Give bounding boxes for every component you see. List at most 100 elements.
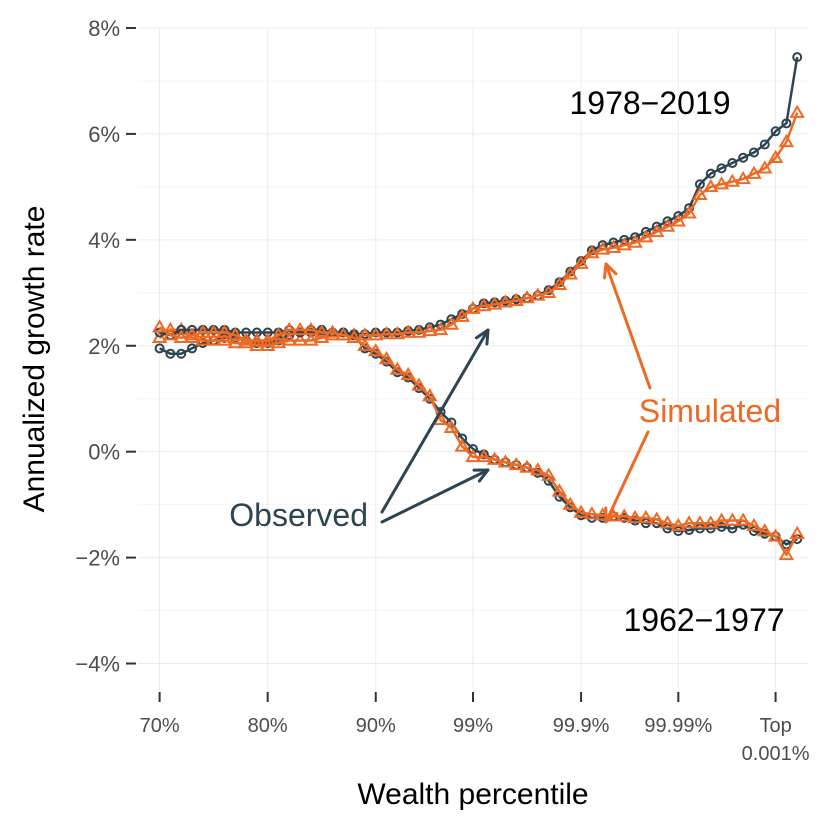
observed-point-late <box>154 343 165 354</box>
y-tick-label: 2% <box>88 334 120 359</box>
simulated-point-late <box>594 241 611 255</box>
x-tick-label: 99.9% <box>553 715 610 737</box>
simulated-point-early <box>746 517 762 532</box>
observed-point-early <box>468 444 478 455</box>
observed-point-early <box>251 327 262 338</box>
observed-point-early <box>262 327 273 338</box>
observed-point-early <box>241 327 252 338</box>
observed-point-late <box>716 163 727 174</box>
simulated-point-early <box>195 324 211 338</box>
y-tick-label: 6% <box>88 122 120 147</box>
simulated-point-late <box>476 298 492 312</box>
simulated-point-early <box>454 438 470 452</box>
grid-lines <box>138 27 808 690</box>
simulated-point-late <box>292 332 308 346</box>
simulated-point-early <box>281 321 298 336</box>
observed-point-late <box>187 343 198 354</box>
simulated-point-late <box>303 332 319 346</box>
x-tick-label: 70% <box>140 715 180 737</box>
observed-point-late <box>770 126 781 137</box>
observed-point-late <box>738 152 749 163</box>
simulated-point-late <box>724 173 741 187</box>
simulated-point-late <box>670 213 687 227</box>
observed-point-late <box>165 348 176 359</box>
simulated-point-early <box>205 324 222 338</box>
simulated-point-early <box>173 329 189 344</box>
simulated-arrow-upper-head <box>602 262 618 280</box>
x-tick-label-second-line: 0.001% <box>742 743 810 765</box>
simulated-point-early <box>735 512 751 526</box>
simulated-point-early <box>476 449 492 463</box>
simulated-point-early <box>681 515 697 529</box>
simulated-point-late <box>562 266 579 280</box>
simulated-arrow-lower-head <box>604 506 619 524</box>
observed-arrow-upper <box>380 328 490 514</box>
observed-point-late <box>727 158 738 169</box>
simulated-point-late <box>443 316 460 330</box>
y-axis-title: Annualized growth rate <box>18 206 51 513</box>
simulated-point-late <box>227 335 244 349</box>
observed-arrow-lower <box>380 468 490 524</box>
simulated-point-late <box>195 332 211 346</box>
simulated-point-early <box>638 509 654 524</box>
observed-point-late <box>705 168 716 179</box>
simulated-point-early <box>486 451 503 465</box>
simulated-line-early <box>158 326 799 557</box>
simulated-point-early <box>184 327 200 341</box>
simulated-point-early <box>422 388 438 402</box>
simulated-point-late <box>757 160 773 174</box>
simulated-point-early <box>627 509 643 524</box>
simulated-point-late <box>465 300 481 314</box>
x-tick-label: 99% <box>453 715 493 737</box>
simulated-point-late <box>692 186 708 201</box>
simulated-point-late <box>205 332 222 346</box>
simulated-point-late <box>767 149 784 163</box>
simulated-point-late <box>270 335 287 349</box>
simulated-point-late <box>389 326 406 340</box>
observed-point-early <box>705 523 716 534</box>
observed-arrow-upper-head <box>474 328 490 346</box>
simulated-point-early <box>659 515 676 529</box>
simulated-label: Simulated <box>639 393 781 429</box>
simulated-point-late <box>497 294 514 308</box>
x-tick-label: 80% <box>248 715 288 737</box>
simulated-point-early <box>724 512 741 526</box>
simulated-point-early <box>378 351 395 365</box>
simulated-point-late <box>378 326 395 340</box>
simulated-point-early <box>767 528 784 542</box>
observed-point-early <box>694 523 705 534</box>
simulated-point-early <box>757 523 773 537</box>
observed-point-late <box>759 139 770 150</box>
simulated-point-early <box>162 327 179 341</box>
simulated-point-early <box>702 515 719 529</box>
simulated-point-late <box>530 287 546 301</box>
simulated-point-early <box>238 332 254 346</box>
y-tick-label: −4% <box>75 652 120 677</box>
simulated-point-early <box>335 327 352 341</box>
simulated-point-late <box>281 332 298 346</box>
simulated-point-late <box>551 276 568 291</box>
simulated-point-late <box>540 284 557 298</box>
simulated-point-early <box>346 329 362 344</box>
simulated-point-late <box>702 178 719 193</box>
simulated-point-early <box>551 483 568 497</box>
simulated-point-late <box>648 223 665 238</box>
simulated-point-late <box>216 332 233 346</box>
simulated-point-early <box>562 496 579 510</box>
simulated-point-late <box>519 290 535 304</box>
simulated-point-late <box>508 292 524 306</box>
observed-point-late <box>176 348 187 359</box>
simulated-point-late <box>454 308 470 322</box>
simulated-point-early <box>443 419 460 434</box>
simulated-point-early <box>692 515 708 529</box>
simulated-point-early <box>670 517 687 532</box>
simulated-point-late <box>584 245 600 259</box>
simulated-point-late <box>573 255 589 269</box>
simulated-point-early <box>357 337 373 351</box>
simulated-point-late <box>659 218 676 232</box>
simulated-point-late <box>432 321 449 336</box>
simulated-point-late <box>605 239 622 253</box>
simulated-point-early <box>648 511 665 525</box>
observed-line-early <box>159 328 798 546</box>
